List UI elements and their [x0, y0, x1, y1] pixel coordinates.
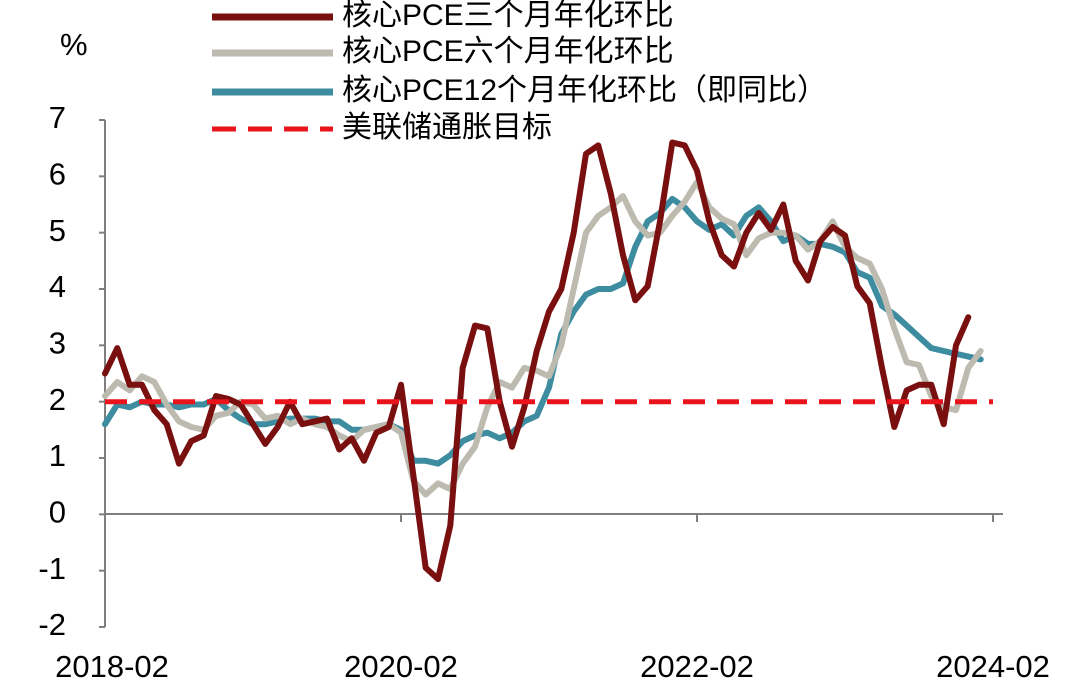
- y-tick-label: 4: [49, 269, 66, 304]
- y-tick-label: 3: [49, 326, 66, 361]
- x-tick-label: 2018-02: [55, 649, 169, 684]
- legend-label-0: 核心PCE三个月年化环比: [342, 0, 674, 32]
- y-tick-label: -2: [38, 607, 66, 642]
- y-tick-label: -1: [38, 551, 66, 586]
- y-tick-label: 0: [49, 495, 66, 530]
- y-tick-label: 1: [49, 438, 66, 473]
- x-tick-label: 2024-02: [936, 649, 1050, 684]
- legend-label-2: 核心PCE12个月年化环比（即同比）: [342, 74, 827, 107]
- axes: -2 -1 0 1 2 3 4 5 6 7 2018-02 2020-02 2022-02 2024-02: [38, 100, 1049, 684]
- x-tick-label: 2020-02: [344, 649, 458, 684]
- series-layer: [102, 139, 993, 583]
- x-tick-label: 2022-02: [640, 649, 754, 684]
- legend-label-3: 美联储通胀目标: [342, 111, 552, 144]
- y-tick-label: 7: [49, 100, 66, 135]
- y-tick-label: 2: [49, 382, 66, 417]
- y-tick-label: 5: [49, 213, 66, 248]
- series-line-0: [102, 139, 972, 583]
- legend: 核心PCE三个月年化环比核心PCE六个月年化环比核心PCE12个月年化环比（即同…: [212, 0, 827, 144]
- y-tick-label: 6: [49, 157, 66, 192]
- y-axis-unit-label: %: [60, 27, 88, 62]
- legend-label-1: 核心PCE六个月年化环比: [342, 35, 674, 68]
